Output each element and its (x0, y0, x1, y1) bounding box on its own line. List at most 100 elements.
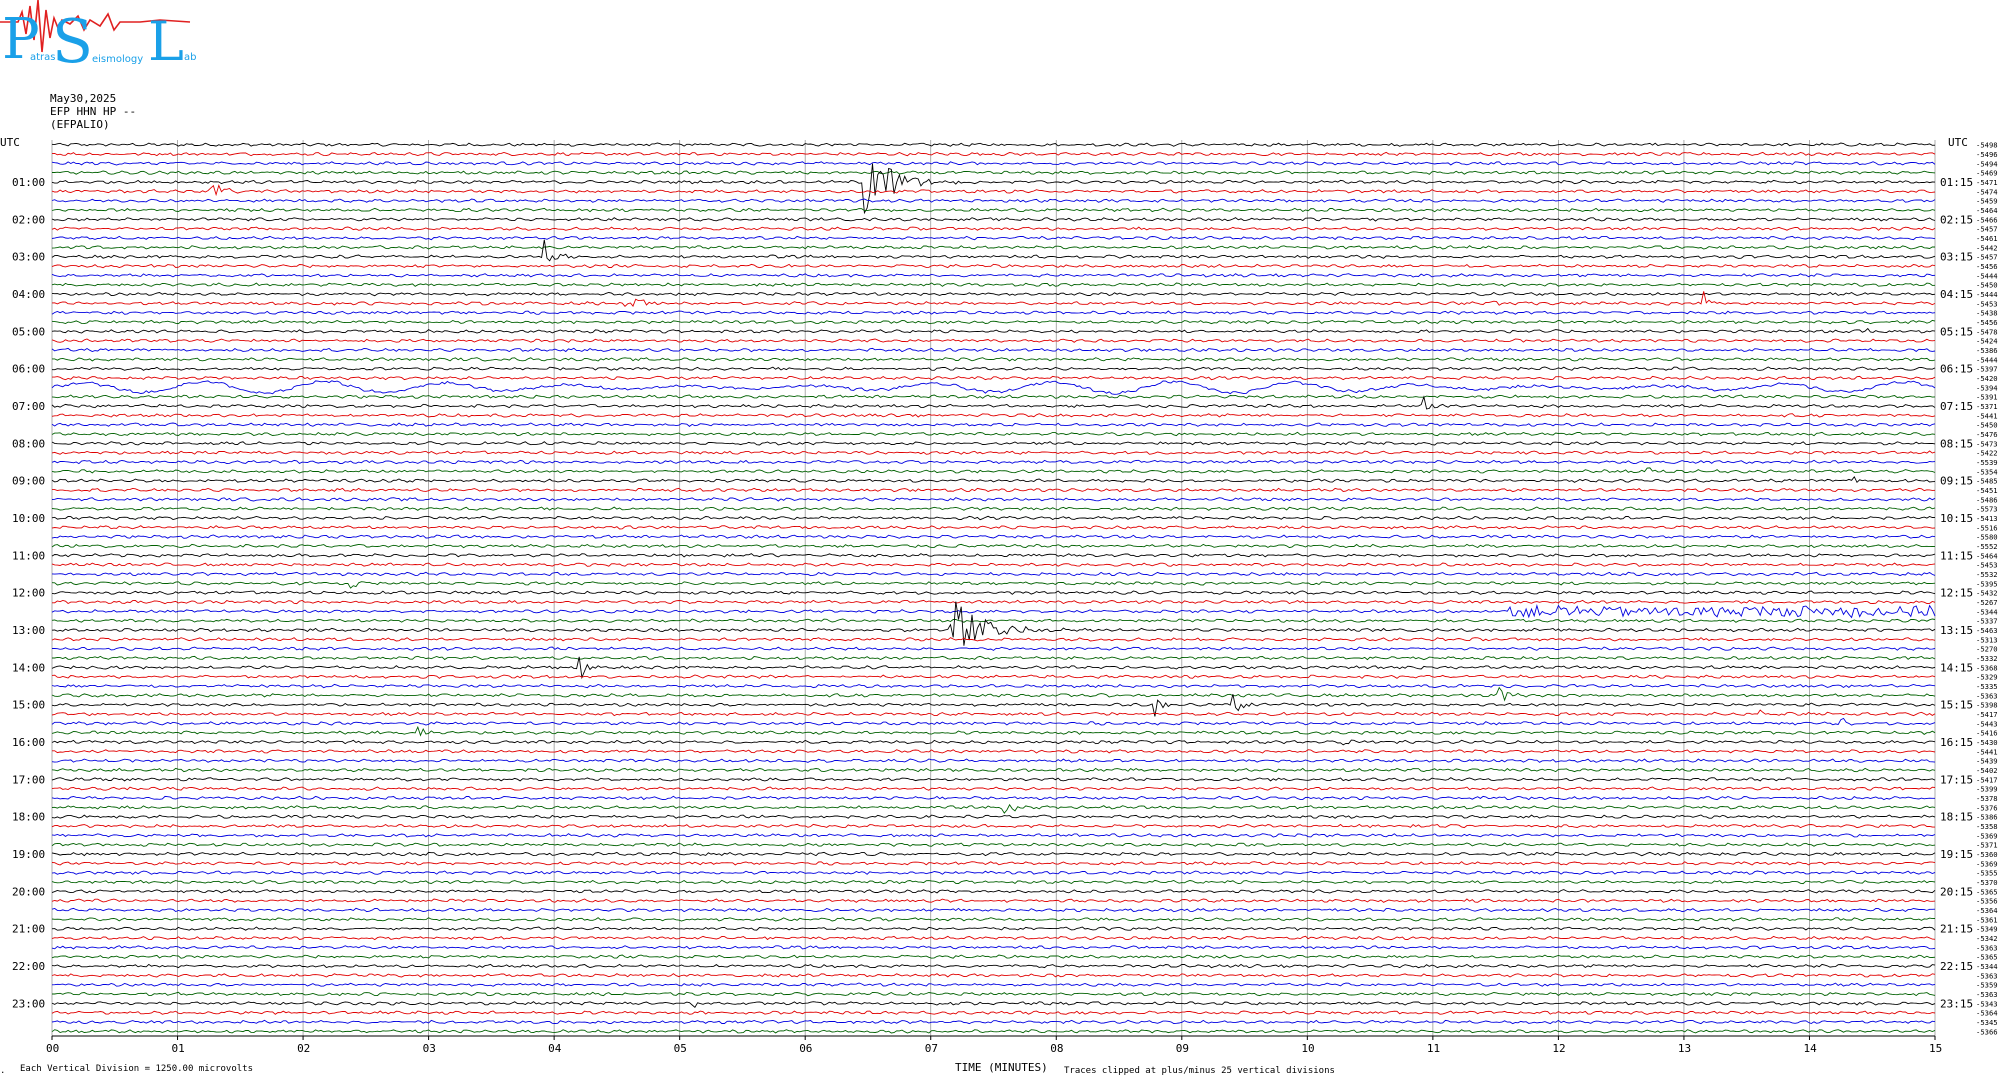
x-tick-label-04: 04 (548, 1042, 562, 1055)
seismic-trace (51, 543, 1936, 549)
x-tick-label-10: 10 (1301, 1042, 1314, 1055)
seismic-trace (51, 553, 1936, 558)
seismic-trace (51, 338, 1936, 343)
x-tick-label-01: 01 (172, 1042, 185, 1055)
seismic-trace (51, 861, 1936, 866)
seismic-trace (51, 777, 1936, 782)
left-hour-label-23:00: 23:00 (12, 997, 45, 1010)
seismic-trace (51, 683, 1936, 689)
trace-offset-label: -5573 (1976, 505, 1998, 514)
seismic-trace (51, 907, 1936, 913)
left-hour-label-09:00: 09:00 (12, 475, 45, 488)
seismic-trace (51, 413, 1936, 418)
right-hour-label-05:15: 05:15 (1940, 325, 1973, 338)
trace-offset-label: -5444 (1976, 355, 1998, 364)
trace-offset-label: -5344 (1976, 962, 1998, 971)
trace-offset-label: -5371 (1976, 402, 1998, 411)
trace-offset-label: -5498 (1976, 141, 1998, 150)
left-hour-label-19:00: 19:00 (12, 848, 45, 861)
trace-offset-label: -5532 (1976, 570, 1998, 579)
seismic-trace (51, 142, 1936, 147)
x-tick-label-07: 07 (925, 1042, 938, 1055)
clip-note: Traces clipped at plus/minus 25 vertical… (1064, 1066, 1335, 1076)
trace-offset-label: -5432 (1976, 589, 1998, 598)
trace-offset-label: -5313 (1976, 635, 1998, 644)
left-hour-label-03:00: 03:00 (12, 251, 45, 264)
trace-offset-label: -5424 (1976, 337, 1998, 346)
seismic-trace (51, 525, 1936, 530)
left-hour-label-02:00: 02:00 (12, 213, 45, 226)
seismic-trace (51, 459, 1936, 465)
seismic-trace (51, 282, 1936, 287)
x-tick-label-15: 15 (1929, 1042, 1942, 1055)
seismic-trace (52, 357, 1936, 362)
logo-letter-s: S (52, 7, 93, 70)
left-hour-label-17:00: 17:00 (12, 773, 45, 786)
trace-offset-label: -5402 (1976, 766, 1998, 775)
seismic-trace (51, 1019, 1936, 1025)
trace-offset-label: -5420 (1976, 374, 1998, 383)
left-hour-label-04:00: 04:00 (12, 288, 45, 301)
trace-offset-label: -5391 (1976, 393, 1998, 402)
seismic-trace (51, 217, 1936, 222)
seismic-trace (51, 1001, 1936, 1008)
seismic-trace (51, 973, 1936, 978)
x-tick-label-02: 02 (297, 1042, 310, 1055)
seismic-trace (52, 599, 1936, 605)
seismic-trace (52, 170, 1936, 175)
seismic-trace (51, 739, 1936, 746)
seismic-trace (51, 604, 1936, 619)
seismic-trace (51, 709, 1936, 717)
seismic-trace (51, 917, 1936, 922)
seismic-trace (51, 571, 1936, 577)
trace-offset-label: -5369 (1976, 831, 1998, 840)
x-tick-label-00: 00 (46, 1042, 59, 1055)
trace-offset-label: -5459 (1976, 197, 1998, 206)
psl-logo: P S L atras eismology ab (0, 0, 196, 70)
right-hour-label-17:15: 17:15 (1940, 773, 1973, 786)
trace-offset-label: -5368 (1976, 663, 1998, 672)
seismic-trace (52, 749, 1936, 754)
trace-offset-label: -5416 (1976, 729, 1998, 738)
seismic-trace (51, 656, 1936, 680)
left-hour-label-13:00: 13:00 (12, 624, 45, 637)
seismic-trace (51, 889, 1936, 894)
trace-offset-label: -5441 (1976, 411, 1998, 420)
trace-offset-label: -5349 (1976, 925, 1998, 934)
seismic-trace (51, 767, 1936, 773)
seismic-trace (51, 618, 1936, 623)
trace-offset-label: -5360 (1976, 850, 1998, 859)
left-hour-label-10:00: 10:00 (12, 512, 45, 525)
seismic-trace (51, 898, 1936, 903)
left-hour-label-20:00: 20:00 (12, 885, 45, 898)
trace-offset-label: -5469 (1976, 169, 1998, 178)
trace-offset-label: -5478 (1976, 327, 1998, 336)
axis-layer: UTC UTC TIME (MINUTES) (0, 136, 1968, 1074)
seismic-trace (52, 487, 1936, 493)
trace-offset-label: -5474 (1976, 187, 1998, 196)
trace-offset-label: -5343 (1976, 999, 1998, 1008)
seismic-trace (51, 515, 1936, 521)
x-tick-label-09: 09 (1176, 1042, 1189, 1055)
trace-offset-label: -5464 (1976, 551, 1998, 560)
seismic-trace (51, 534, 1936, 539)
trace-offset-label: -5345 (1976, 1018, 1998, 1027)
trace-offset-label: -5370 (1976, 878, 1998, 887)
right-hour-label-19:15: 19:15 (1940, 848, 1973, 861)
x-tick-label-13: 13 (1678, 1042, 1691, 1055)
left-hour-label-16:00: 16:00 (12, 736, 45, 749)
trace-offset-label: -5398 (1976, 701, 1998, 710)
seismic-trace (51, 1010, 1936, 1015)
logo-letter-l: L (148, 10, 184, 70)
trace-offset-label: -5371 (1976, 841, 1998, 850)
trace-offset-label: -5422 (1976, 449, 1998, 458)
logo-letter-p: P (2, 7, 40, 70)
trace-offset-label: -5439 (1976, 757, 1998, 766)
trace-offset-label: -5332 (1976, 654, 1998, 663)
seismic-trace (51, 717, 1936, 726)
trace-offset-label: -5270 (1976, 645, 1998, 654)
right-hour-label-18:15: 18:15 (1940, 811, 1973, 824)
seismic-trace (51, 263, 1936, 269)
seismic-trace (51, 273, 1936, 278)
seismic-trace (51, 226, 1936, 231)
